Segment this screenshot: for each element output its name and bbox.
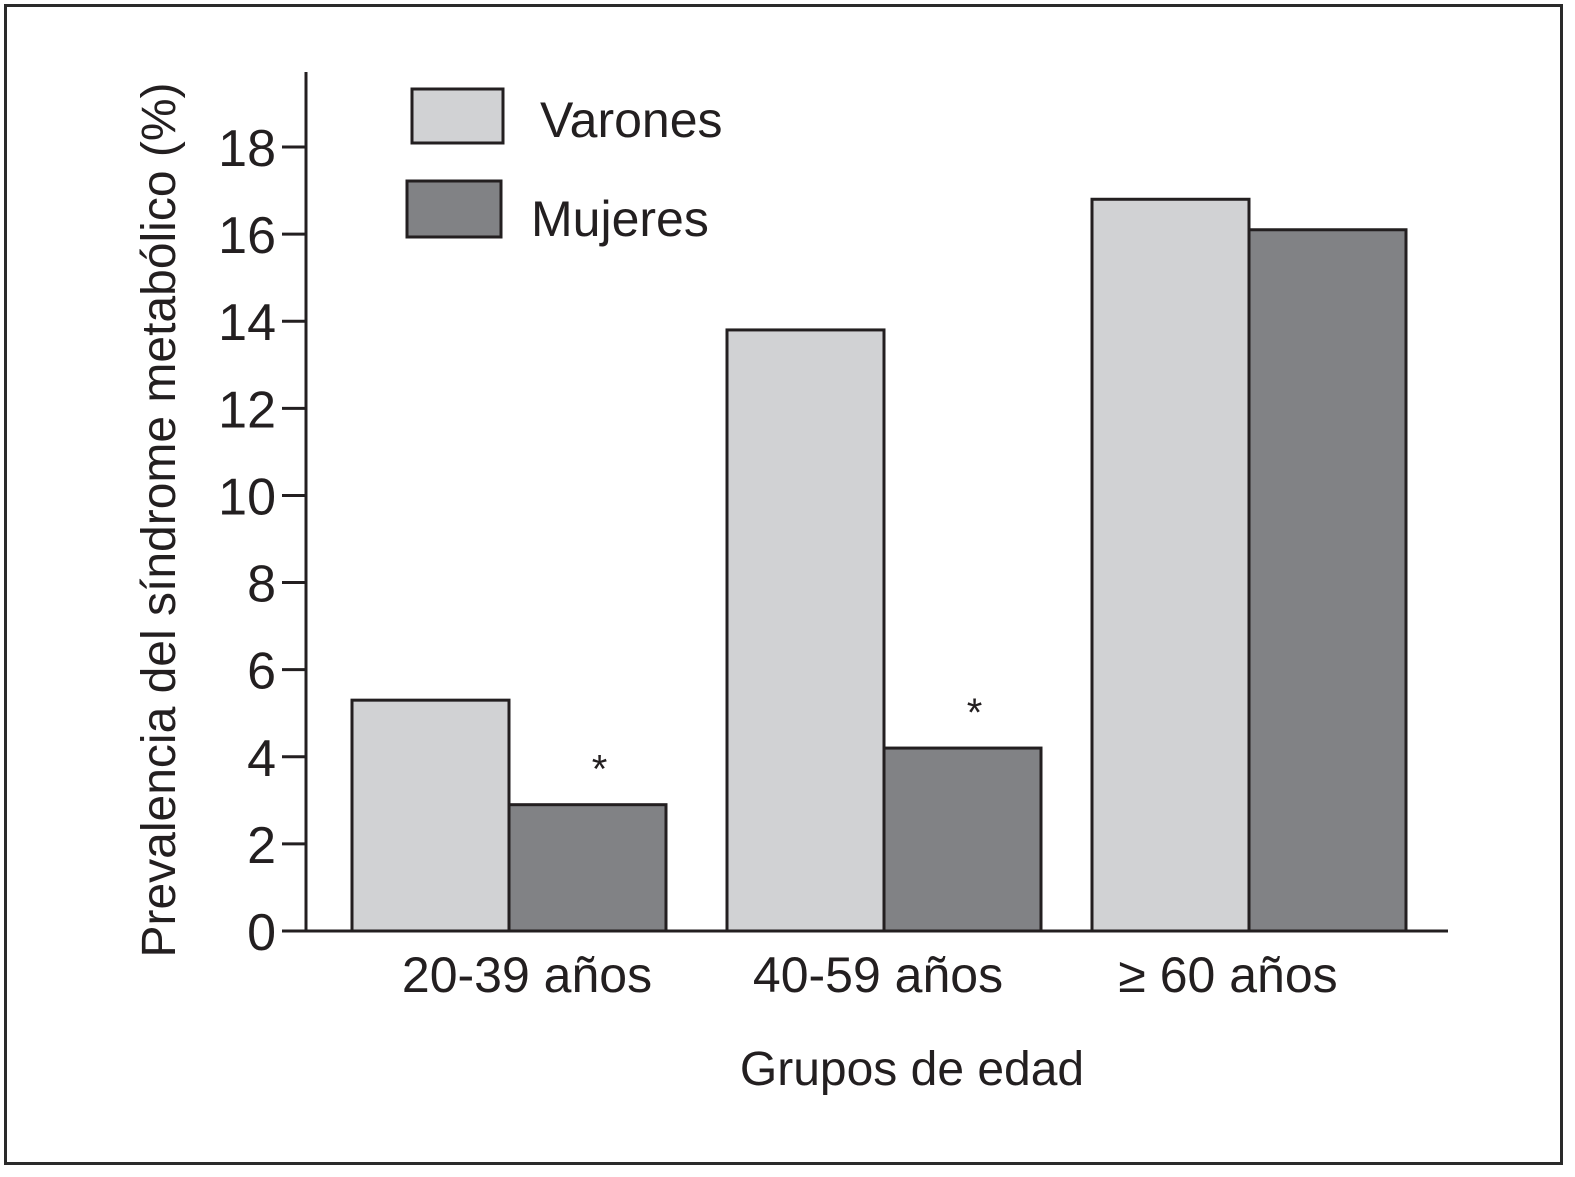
x-category-label: ≥ 60 años [1118,947,1337,1003]
x-category-label: 20-39 años [402,947,652,1003]
bar-mujeres-1 [507,803,668,933]
y-tick-label: 16 [218,207,276,265]
bar-mujeres-2 [882,746,1043,933]
significance-marker: * [592,748,608,792]
y-tick-label: 0 [247,904,276,962]
y-tick-label: 10 [218,468,276,526]
x-axis-title: Grupos de edad [740,1043,1084,1096]
bar-varones-1 [350,698,511,933]
significance-marker: * [967,691,983,735]
y-tick-label: 4 [247,730,276,788]
y-axis-title: Prevalencia del síndrome metabólico (%) [133,82,186,957]
bar-varones-3 [1090,197,1251,933]
y-tick-label: 18 [218,120,276,178]
y-tick-label: 12 [218,381,276,439]
legend-label-varones: Varones [540,92,723,148]
legend-label-mujeres: Mujeres [531,191,709,247]
bars-layer: ** [350,197,1408,933]
legend-swatch-mujeres [405,179,503,239]
bar-varones-2 [725,328,886,933]
legend-swatch-varones [410,87,505,145]
bar-mujeres-3 [1247,228,1408,933]
axes-layer [282,72,1448,933]
y-tick-label: 6 [247,643,276,701]
y-tick-label: 8 [247,556,276,614]
y-tick-label: 14 [218,294,276,352]
x-category-label: 40-59 años [753,947,1003,1003]
legend: Varones Mujeres [405,87,723,247]
x-categories-layer: 20-39 años 40-59 años ≥ 60 años [402,947,1338,1003]
y-tick-label: 2 [247,817,276,875]
y-ticks-layer: 0 2 4 6 8 10 12 14 16 18 [218,120,306,962]
